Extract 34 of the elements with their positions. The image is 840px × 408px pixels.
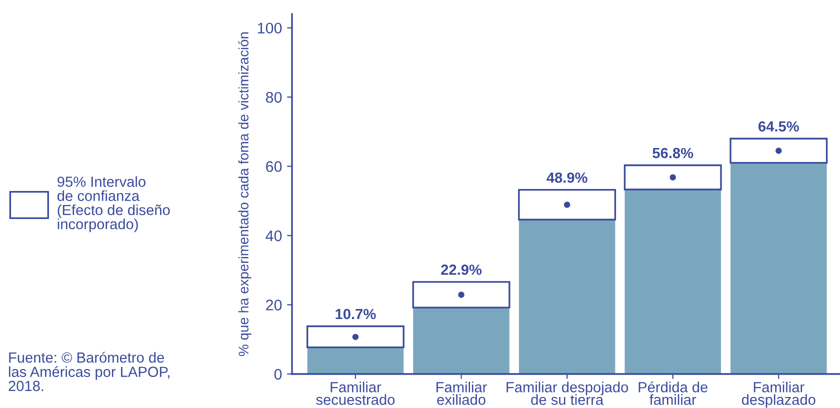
x-tick-label: Familiar despojado de su tierra	[506, 382, 628, 405]
bar	[730, 162, 827, 374]
bar	[730, 138, 828, 164]
bar	[518, 220, 616, 374]
data-label: 48.9%	[546, 172, 588, 183]
bar	[624, 164, 722, 190]
bar	[307, 347, 404, 374]
y-axis-title: % que ha experimentado cada foma de victimización	[238, 32, 252, 356]
bar	[518, 189, 616, 220]
bar	[412, 281, 510, 308]
y-tick-label: 100	[258, 22, 282, 34]
y-tick-label: 80	[266, 92, 282, 103]
x-tick-label: Familiar secuestrado	[316, 382, 395, 405]
data-label: 10.7%	[336, 308, 376, 320]
data-label: 22.9%	[441, 264, 482, 275]
source-note: Fuente: © Barómetro de las Américas por LAPOP, 2018.	[8, 352, 170, 392]
data-label: 64.5%	[758, 121, 799, 132]
point	[458, 292, 464, 298]
point	[776, 148, 782, 154]
x-tick-label: Pérdida de familiar	[638, 381, 708, 405]
legend-label: 95% Intervalo de confianza (Efecto de diseño incorporado)	[57, 176, 170, 232]
point	[670, 174, 676, 181]
point	[564, 202, 570, 208]
y-tick-label: 20	[266, 300, 282, 310]
x-tick-label: Familiar desplazado	[742, 382, 816, 408]
x-tick-label: Familiar exiliado	[436, 382, 487, 405]
data-label: 56.8%	[652, 148, 694, 158]
bar	[306, 325, 404, 348]
bar	[413, 308, 510, 374]
point	[352, 334, 359, 340]
bar	[624, 190, 721, 374]
y-tick-label: 0	[274, 368, 282, 380]
y-tick-label: 60	[266, 161, 282, 172]
y-tick-label: 40	[266, 230, 282, 242]
